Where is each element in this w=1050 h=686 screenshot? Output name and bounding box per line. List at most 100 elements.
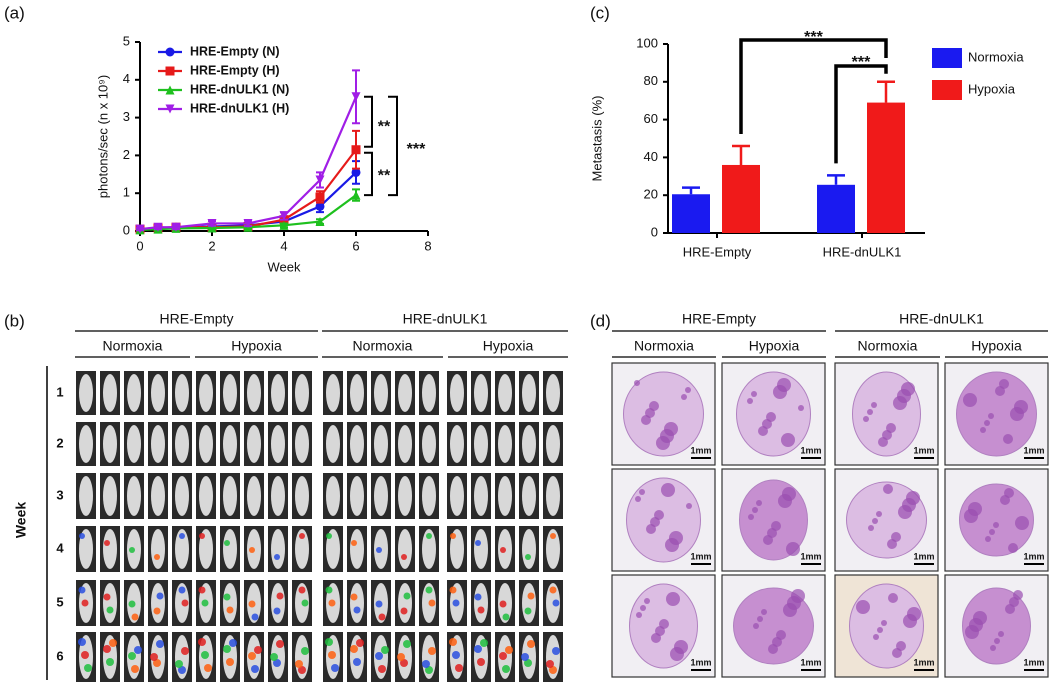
y-tick-label: 20 xyxy=(644,187,658,202)
signal xyxy=(397,653,405,661)
signal xyxy=(295,660,303,668)
lesion xyxy=(686,503,692,509)
x-axis-label: Week xyxy=(268,259,301,274)
scale-bar-label: 1mm xyxy=(1023,445,1044,455)
mouse-body xyxy=(326,476,340,516)
legend-label: HRE-dnULK1 (H) xyxy=(190,101,289,115)
lesion xyxy=(753,623,759,629)
data-point xyxy=(243,218,253,228)
signal xyxy=(450,533,456,539)
signal xyxy=(452,651,460,659)
mouse-body xyxy=(546,374,560,412)
lesion xyxy=(873,634,879,640)
signal xyxy=(178,666,186,674)
mouse-body xyxy=(199,425,213,463)
signal xyxy=(449,586,457,594)
bracket xyxy=(364,151,373,197)
mouse-body xyxy=(295,635,309,679)
signal xyxy=(273,659,281,667)
row-label: 2 xyxy=(56,435,63,450)
data-point xyxy=(279,211,289,221)
mouse-body xyxy=(295,476,309,516)
mouse-body xyxy=(350,374,364,412)
signal xyxy=(550,533,556,539)
signal xyxy=(298,666,306,674)
mouse-body xyxy=(103,476,117,516)
signal xyxy=(198,586,206,594)
lesion xyxy=(636,612,642,618)
tissue xyxy=(959,483,1034,557)
lesion xyxy=(1005,604,1015,614)
row-label: 3 xyxy=(56,487,63,502)
x-tick-label: 0 xyxy=(136,238,143,253)
signal xyxy=(103,645,111,653)
mouse-body xyxy=(199,529,213,569)
bar xyxy=(722,164,760,233)
signal xyxy=(428,599,436,607)
lesion xyxy=(773,385,787,399)
mouse-body xyxy=(79,425,93,463)
lesion xyxy=(761,609,767,615)
mouse-body xyxy=(103,529,117,569)
condition-label: Normoxia xyxy=(858,338,918,354)
signal xyxy=(128,652,136,660)
signal xyxy=(153,659,161,667)
lesion xyxy=(877,627,883,633)
mouse-body xyxy=(223,529,237,569)
y-tick-label: 40 xyxy=(644,149,658,164)
signal xyxy=(156,592,164,600)
signal xyxy=(425,586,433,594)
signal xyxy=(474,593,482,601)
mouse-body xyxy=(271,476,285,516)
signal xyxy=(81,599,89,607)
mouse-body xyxy=(522,583,536,623)
lesion xyxy=(634,380,640,386)
signal xyxy=(378,665,386,673)
signal xyxy=(477,658,485,666)
signal xyxy=(299,533,305,539)
mouse-body xyxy=(175,529,189,569)
signal xyxy=(524,659,532,667)
lesion xyxy=(661,483,675,497)
mouse-body xyxy=(450,476,464,516)
lesion xyxy=(778,494,792,508)
group-label: HRE-Empty xyxy=(682,311,756,327)
data-point xyxy=(315,217,325,227)
data-point xyxy=(207,223,217,233)
signal xyxy=(204,664,212,672)
row-label: 1 xyxy=(56,384,63,399)
lesion xyxy=(872,518,878,524)
mouse-body xyxy=(374,374,388,412)
lesion xyxy=(892,648,902,658)
mouse-body xyxy=(103,374,117,412)
lesion xyxy=(1008,543,1018,553)
lesion xyxy=(747,398,753,404)
signal xyxy=(224,540,230,546)
lesion xyxy=(646,524,656,534)
signal xyxy=(350,645,358,653)
signal xyxy=(549,666,557,674)
lesion xyxy=(758,426,768,436)
scale-bar-label: 1mm xyxy=(913,445,934,455)
lesion xyxy=(656,436,670,450)
signal xyxy=(326,533,332,539)
lesion xyxy=(887,539,897,549)
signal xyxy=(455,664,463,672)
lesion xyxy=(665,538,679,552)
signal xyxy=(500,547,506,553)
scale-bar-label: 1mm xyxy=(800,445,821,455)
signal xyxy=(131,613,139,621)
signal xyxy=(270,653,278,661)
signal xyxy=(201,651,209,659)
lesion xyxy=(768,644,778,654)
signal xyxy=(198,638,206,646)
signal xyxy=(175,660,183,668)
lesion xyxy=(903,614,917,628)
lesion xyxy=(1003,434,1013,444)
data-point xyxy=(207,218,217,228)
signal xyxy=(525,554,531,560)
data-point xyxy=(165,47,175,57)
error-bar xyxy=(732,144,750,165)
mouse-body xyxy=(474,425,488,463)
